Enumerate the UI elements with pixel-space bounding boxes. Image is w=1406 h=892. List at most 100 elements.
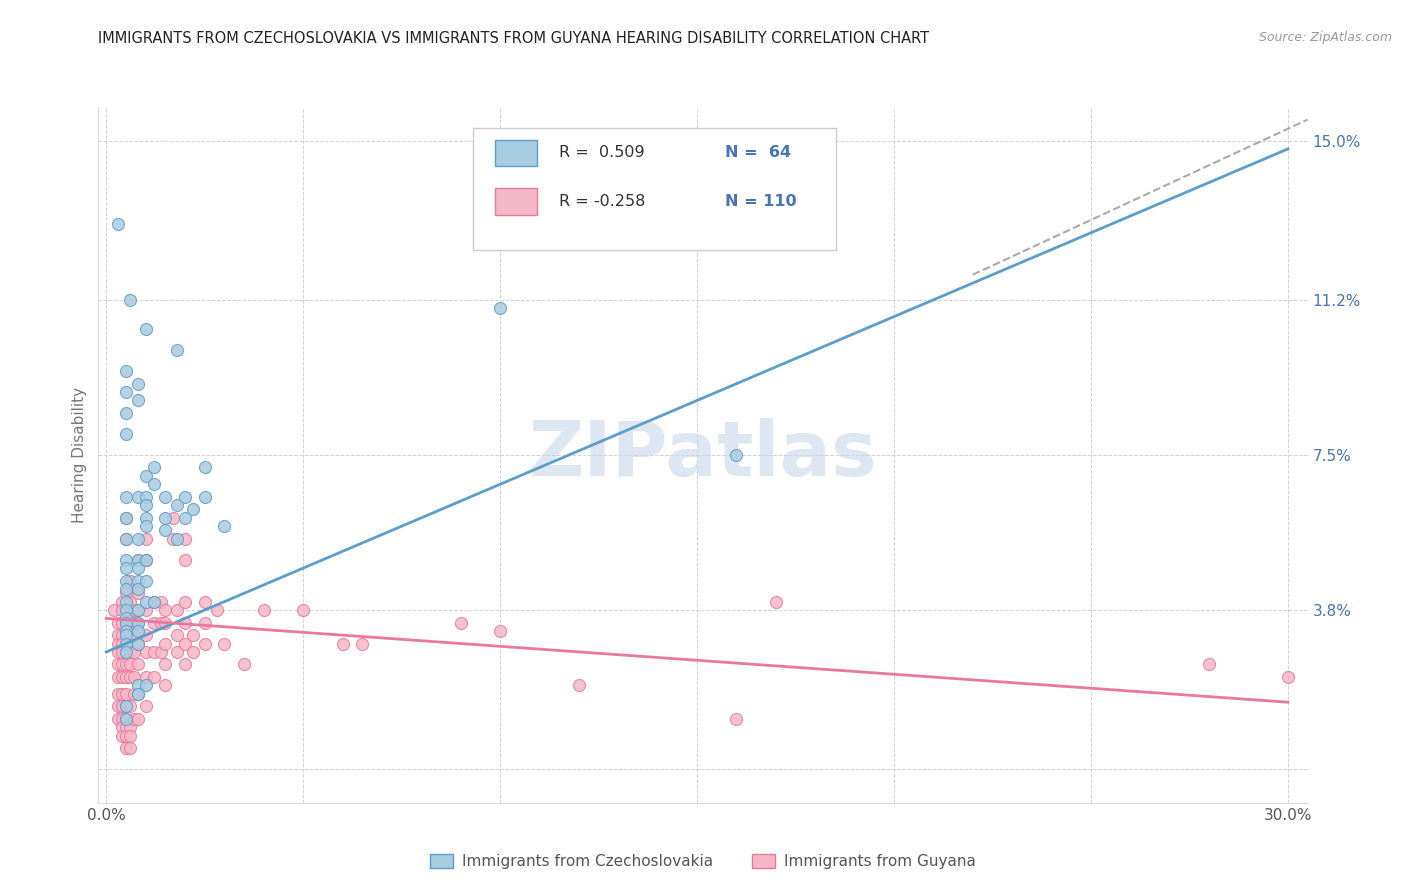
Point	[155, 603, 177, 617]
Point	[115, 427, 138, 442]
Point	[107, 636, 129, 650]
Point	[174, 636, 197, 650]
Point	[103, 603, 125, 617]
Y-axis label: Hearing Disability: Hearing Disability	[72, 387, 87, 523]
Point	[115, 712, 138, 726]
Point	[115, 741, 138, 756]
Point	[127, 582, 149, 596]
Point	[142, 594, 165, 608]
Point	[122, 645, 145, 659]
Point	[135, 468, 157, 483]
Point	[155, 657, 177, 672]
Point	[142, 615, 165, 630]
Point	[150, 615, 173, 630]
Point	[118, 729, 141, 743]
Point	[194, 460, 217, 475]
Point	[115, 628, 138, 642]
Point	[142, 670, 165, 684]
Point	[115, 510, 138, 524]
Point	[115, 364, 138, 378]
Text: N = 110: N = 110	[724, 194, 796, 209]
Text: Source: ZipAtlas.com: Source: ZipAtlas.com	[1258, 31, 1392, 45]
Point	[115, 636, 138, 650]
Point	[127, 393, 149, 408]
Point	[135, 510, 157, 524]
Point	[135, 678, 157, 692]
Point	[115, 611, 138, 625]
Point	[127, 490, 149, 504]
Point	[194, 594, 217, 608]
Point	[127, 687, 149, 701]
Point	[118, 645, 141, 659]
Text: ZIPatlas: ZIPatlas	[529, 418, 877, 491]
Point	[127, 603, 149, 617]
Point	[107, 628, 129, 642]
Point	[174, 594, 197, 608]
Point	[205, 603, 228, 617]
Point	[115, 720, 138, 734]
Point	[118, 594, 141, 608]
Point	[107, 645, 129, 659]
Point	[166, 498, 188, 512]
Point	[127, 532, 149, 546]
Point	[174, 615, 197, 630]
Point	[111, 687, 134, 701]
Point	[122, 615, 145, 630]
Point	[107, 699, 129, 714]
Point	[111, 645, 134, 659]
Point	[166, 628, 188, 642]
Point	[115, 385, 138, 400]
Text: N =  64: N = 64	[724, 145, 792, 161]
Point	[127, 636, 149, 650]
Point	[135, 498, 157, 512]
Point	[107, 687, 129, 701]
Point	[115, 532, 138, 546]
Point	[115, 636, 138, 650]
Point	[122, 670, 145, 684]
Point	[107, 218, 129, 232]
Point	[115, 657, 138, 672]
Point	[135, 532, 157, 546]
Point	[174, 510, 197, 524]
Point	[127, 574, 149, 588]
Point	[115, 645, 138, 659]
Point	[115, 532, 138, 546]
Point	[115, 615, 138, 630]
Point	[127, 561, 149, 575]
Legend: Immigrants from Czechoslovakia, Immigrants from Guyana: Immigrants from Czechoslovakia, Immigran…	[425, 848, 981, 875]
Point	[115, 490, 138, 504]
Point	[115, 699, 138, 714]
Point	[174, 657, 197, 672]
Point	[127, 552, 149, 566]
Point	[194, 615, 217, 630]
Point	[118, 293, 141, 307]
Point	[127, 712, 149, 726]
Point	[115, 594, 138, 608]
Point	[135, 594, 157, 608]
FancyBboxPatch shape	[495, 188, 537, 215]
Point	[127, 552, 149, 566]
Point	[115, 582, 138, 596]
Point	[142, 594, 165, 608]
Point	[115, 712, 138, 726]
Point	[489, 624, 512, 638]
Point	[115, 561, 138, 575]
Point	[135, 552, 157, 566]
Point	[127, 657, 149, 672]
Point	[162, 532, 184, 546]
Point	[122, 603, 145, 617]
Point	[127, 586, 149, 600]
Point	[166, 343, 188, 358]
Point	[127, 376, 149, 391]
Point	[489, 301, 512, 316]
Point	[166, 603, 188, 617]
Point	[214, 519, 236, 533]
Point	[194, 636, 217, 650]
Point	[111, 615, 134, 630]
Point	[166, 645, 188, 659]
Point	[118, 628, 141, 642]
Point	[115, 615, 138, 630]
Point	[115, 574, 138, 588]
Point	[111, 712, 134, 726]
Point	[115, 603, 138, 617]
